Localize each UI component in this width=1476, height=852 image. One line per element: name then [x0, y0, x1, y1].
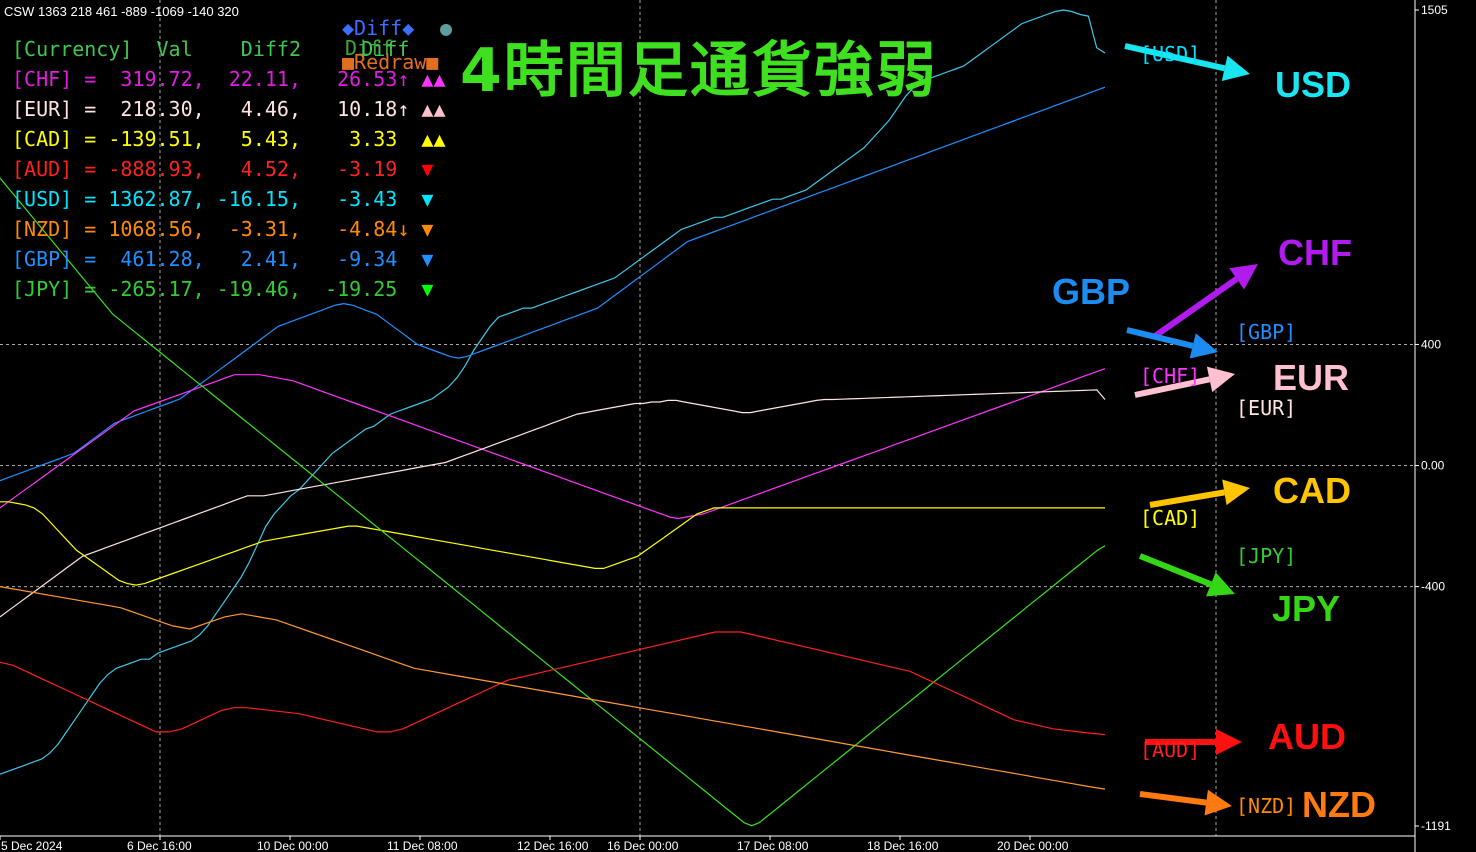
trend-arrow-icon: ▼ [409, 217, 434, 241]
table-row-text: [NZD] = 1068.56, -3.31, -4.84↓ [12, 217, 410, 241]
arrow-shaft-eur [1134, 376, 1211, 398]
trend-arrow-icon: ▲▲ [409, 127, 446, 151]
arrow-head-icon-chf [1229, 264, 1258, 290]
x-tick-label-4: 12 Dec 16:00 [517, 839, 589, 852]
big-label-chf: CHF [1278, 232, 1352, 273]
big-label-cad: CAD [1273, 470, 1351, 511]
arrow-head-icon-nzd [1204, 789, 1232, 816]
arrow-head-icon-cad [1222, 479, 1250, 506]
table-row: [AUD] = -888.93, 4.52, -3.19 ▼ [12, 154, 433, 184]
arrow-head-icon-jpy [1206, 572, 1235, 597]
y-tick-label-1: 400 [1421, 337, 1441, 351]
x-tick-label-7: 18 Dec 16:00 [867, 839, 939, 852]
big-label-eur: EUR [1273, 357, 1350, 398]
big-label-usd: USD [1275, 64, 1352, 105]
line-tag-usd: [USD] [1140, 42, 1201, 66]
line-tag-gbp: [GBP] [1236, 320, 1297, 344]
arrow-shaft-usd [1124, 43, 1226, 72]
trend-arrow-icon: ▼ [409, 277, 434, 301]
x-tick-label-1: 6 Dec 16:00 [127, 839, 192, 852]
arrow-shaft-cad [1149, 489, 1225, 508]
series-lines [0, 9, 1106, 827]
table-row-text: [AUD] = -888.93, 4.52, -3.19 [12, 157, 410, 181]
table-row-text: [USD] = 1362.87, -16.15, -3.43 [12, 187, 410, 211]
big-label-gbp: GBP [1052, 271, 1131, 312]
arrow-head-icon-usd [1221, 55, 1250, 82]
line-tag-chf: [CHF] [1140, 364, 1201, 388]
y-tick-label-3: -400 [1421, 580, 1445, 594]
arrow-shaft-chf [1153, 276, 1239, 339]
big-label-jpy: JPY [1272, 588, 1341, 629]
arrow-head-icon-aud [1216, 729, 1242, 755]
x-tick-label-0: 5 Dec 2024 [1, 839, 63, 852]
arrow-head-icon-eur [1206, 366, 1235, 393]
series-line-gbp [0, 86, 1106, 482]
chart-header: CSW 1363 218 461 -889 -1069 -140 320 [4, 4, 239, 19]
series-line-aud [0, 631, 1106, 736]
table-row-text: [GBP] = 461.28, 2.41, -9.34 [12, 247, 410, 271]
page-title: 4時間足通貨強弱 [460, 36, 938, 106]
table-row: [CAD] = -139.51, 5.43, 3.33 ▲▲ [12, 124, 445, 154]
table-row: [JPY] = -265.17, -19.46, -19.25 ▼ [12, 274, 433, 304]
redraw-button[interactable]: ■Redraw■ [342, 50, 439, 74]
arrow-shaft-nzd [1139, 791, 1207, 806]
table-row: [EUR] = 218.30, 4.46, 10.18↑ ▲▲ [12, 94, 445, 124]
big-label-aud: AUD [1268, 716, 1346, 757]
series-line-jpy [0, 177, 1106, 827]
arrow-shaft-gbp [1126, 327, 1194, 349]
y-tick-label-4: -1191 [1421, 819, 1451, 833]
table-row: [NZD] = 1068.56, -3.31, -4.84↓ ▼ [12, 214, 433, 244]
x-tick-label-3: 11 Dec 08:00 [387, 839, 458, 852]
trend-arrow-icon: ▲▲ [409, 97, 446, 121]
table-header: [Currency] Val Diff2 Diff [12, 37, 410, 61]
series-line-usd [0, 9, 1106, 775]
table-row-text: [EUR] = 218.30, 4.46, 10.18↑ [12, 97, 410, 121]
diff-toggle-button[interactable]: ◆Diff◆ [342, 16, 415, 40]
series-line-nzd [0, 586, 1106, 790]
table-row: [CHF] = 319.72, 22.11, 26.53↑ ▲▲ [12, 64, 445, 94]
big-label-nzd: NZD [1302, 784, 1376, 825]
series-line-chf [0, 368, 1106, 520]
line-tag-cad: [CAD] [1140, 506, 1201, 530]
table-row-text: [JPY] = -265.17, -19.46, -19.25 [12, 277, 410, 301]
table-row: [USD] = 1362.87, -16.15, -3.43 ▼ [12, 184, 433, 214]
table-row-text: [CAD] = -139.51, 5.43, 3.33 [12, 127, 410, 151]
trend-arrow-icon: ▼ [409, 247, 434, 271]
circle-icon[interactable]: ● [440, 16, 453, 40]
y-tick-label-2: 0.00 [1421, 459, 1445, 473]
series-line-eur [0, 389, 1106, 618]
annotation-arrows [1124, 43, 1258, 816]
y-tick-label-0: 1505 [1421, 3, 1448, 17]
table-row-text: [CHF] = 319.72, 22.11, 26.53↑ [12, 67, 410, 91]
x-tick-label-5: 16 Dec 00:00 [607, 839, 679, 852]
line-tag-aud: [AUD] [1140, 738, 1201, 762]
arrow-head-icon-gbp [1189, 333, 1218, 359]
trend-arrow-icon: ▼ [409, 157, 434, 181]
series-line-cad [0, 501, 1105, 586]
line-tag-jpy: [JPY] [1236, 544, 1297, 568]
diff-label: Diff [345, 36, 394, 60]
line-tag-nzd: [NZD] [1236, 794, 1297, 818]
x-tick-label-6: 17 Dec 08:00 [737, 839, 809, 852]
x-tick-label-8: 20 Dec 00:00 [997, 839, 1069, 852]
grid-lines [0, 0, 1415, 836]
arrow-shaft-jpy [1138, 553, 1212, 588]
line-tag-eur: [EUR] [1236, 396, 1297, 420]
table-row: [GBP] = 461.28, 2.41, -9.34 ▼ [12, 244, 433, 274]
trend-arrow-icon: ▲▲ [409, 67, 446, 91]
trend-arrow-icon: ▼ [409, 187, 434, 211]
x-tick-label-2: 10 Dec 00:00 [257, 839, 329, 852]
